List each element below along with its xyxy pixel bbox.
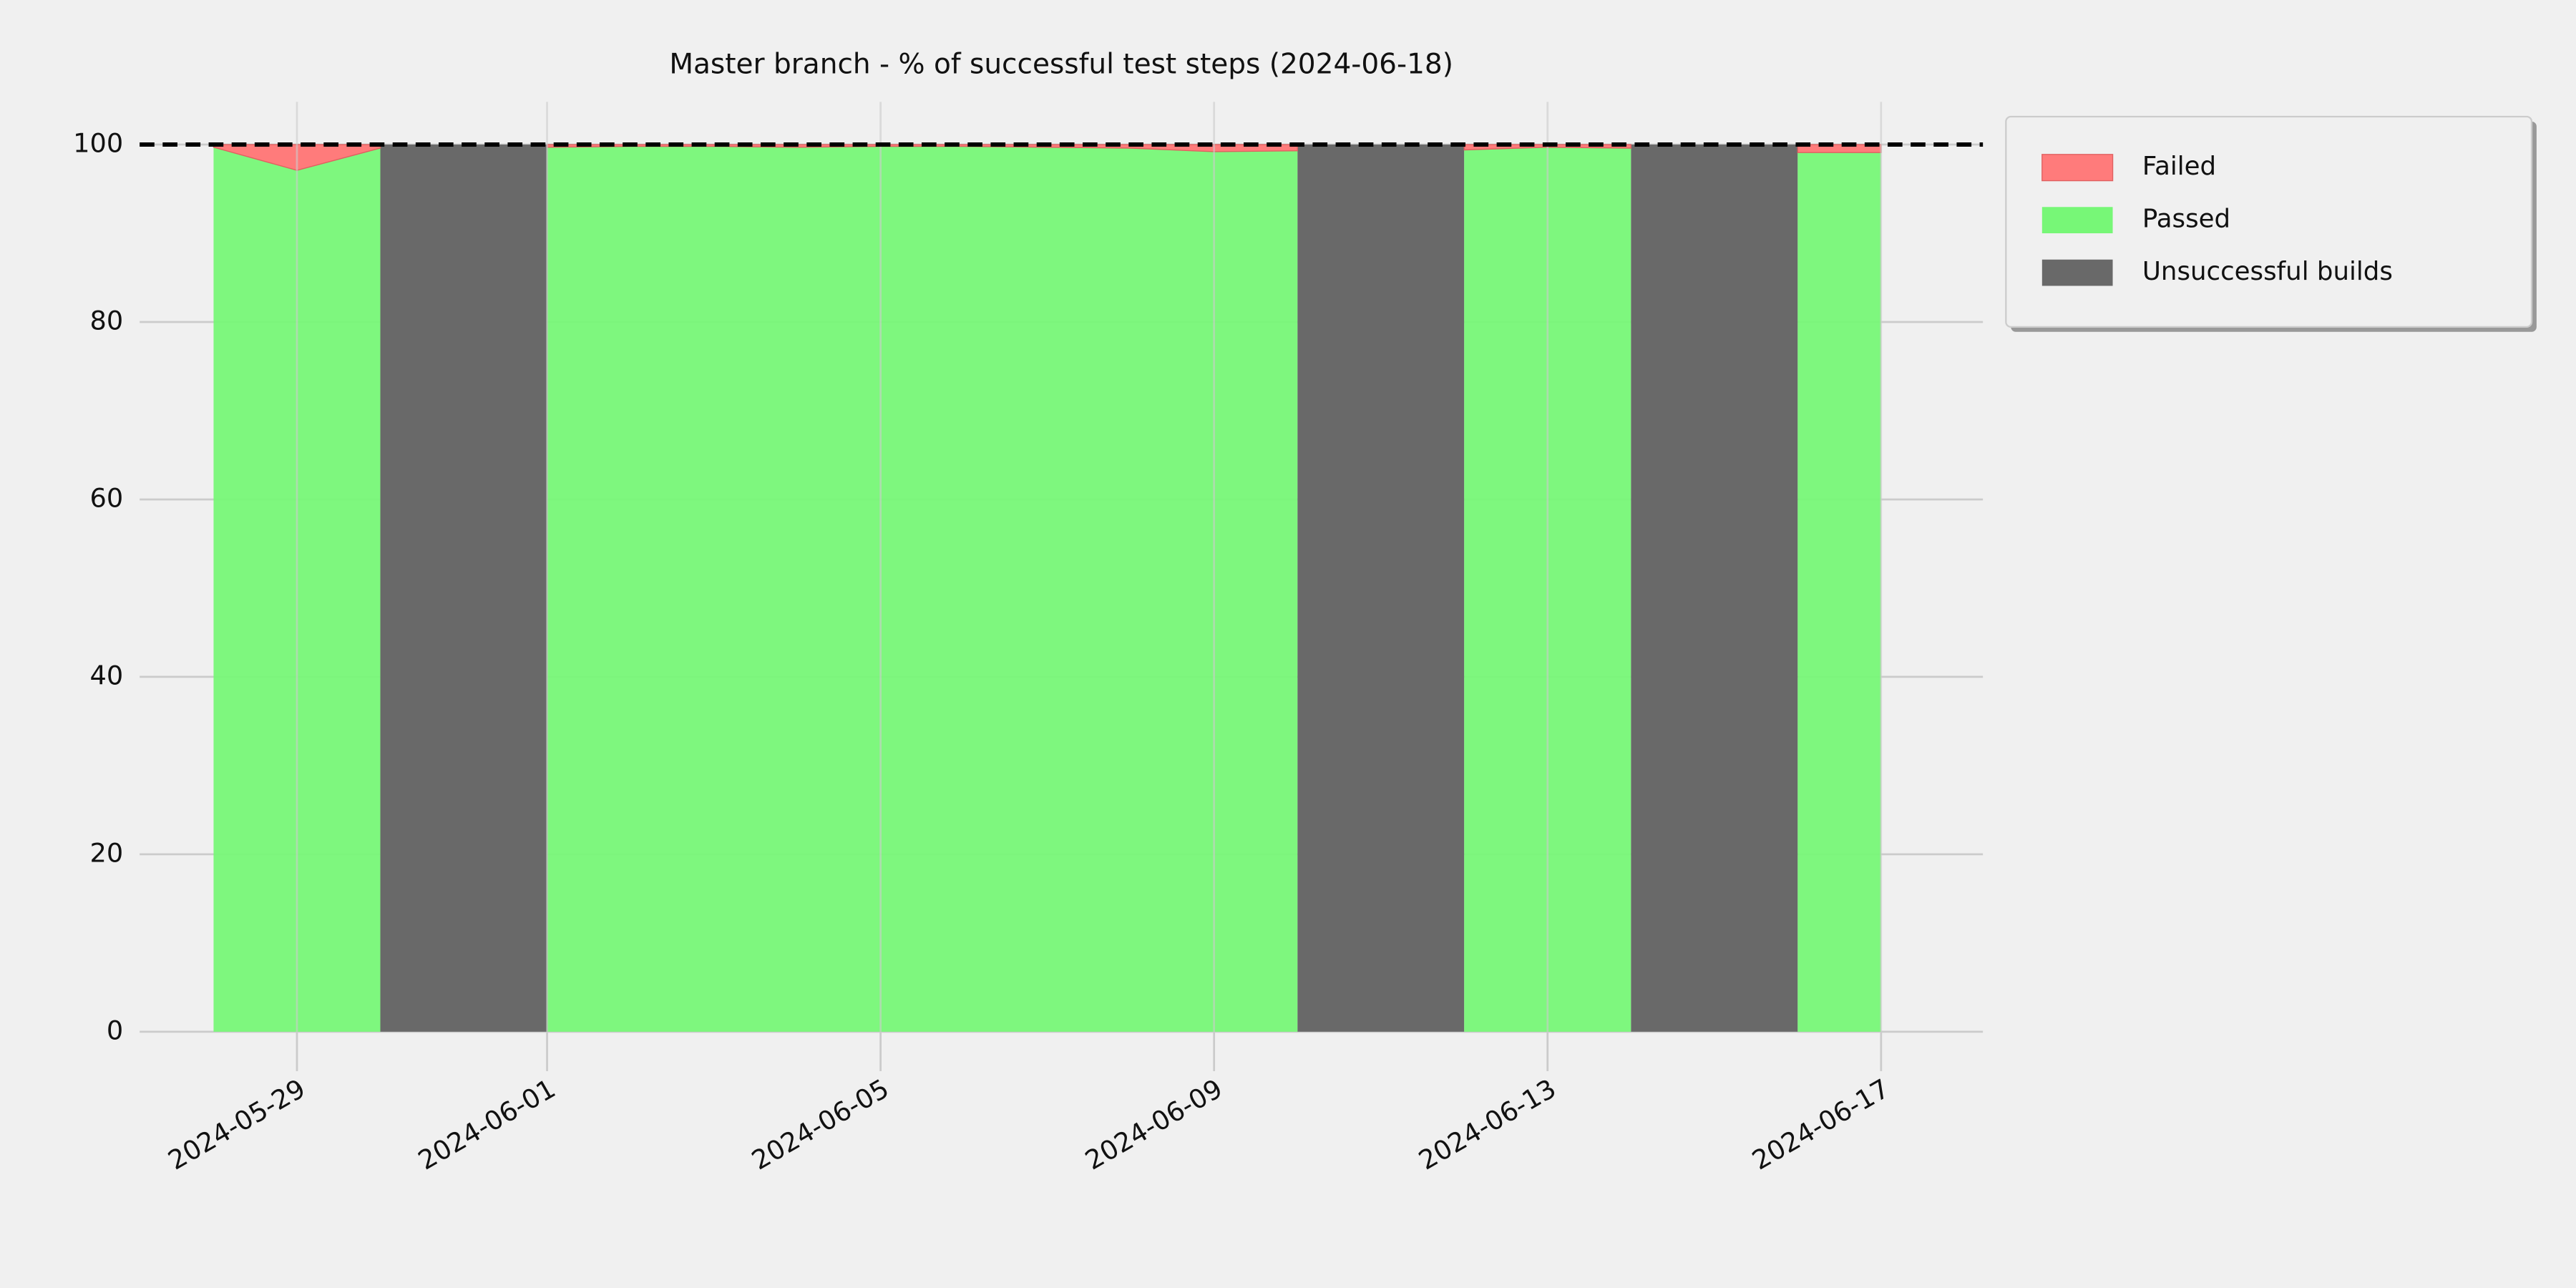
legend: Failed Passed Unsuccessful builds (2005, 115, 2537, 332)
unsuccessful-build (380, 145, 547, 1032)
passed-area (1797, 152, 1881, 1032)
legend-box (2005, 115, 2533, 328)
legend-swatch (2041, 259, 2113, 286)
passed-area (547, 146, 1298, 1032)
unsuccessful-build (1631, 145, 1798, 1032)
legend-label: Unsuccessful builds (2142, 257, 2393, 286)
legend-label: Failed (2142, 152, 2216, 181)
y-tick-label: 20 (89, 837, 123, 868)
y-tick-label: 100 (73, 128, 123, 159)
legend-label: Passed (2142, 205, 2230, 234)
y-tick-label: 80 (89, 306, 123, 336)
unsuccessful-build (1297, 145, 1465, 1032)
y-tick-label: 60 (89, 482, 123, 513)
legend-swatch (2041, 154, 2114, 182)
y-tick-label: 40 (89, 660, 123, 691)
legend-swatch (2041, 207, 2113, 234)
y-tick-label: 0 (107, 1015, 123, 1045)
chart-title: Master branch - % of successful test ste… (669, 48, 1453, 80)
